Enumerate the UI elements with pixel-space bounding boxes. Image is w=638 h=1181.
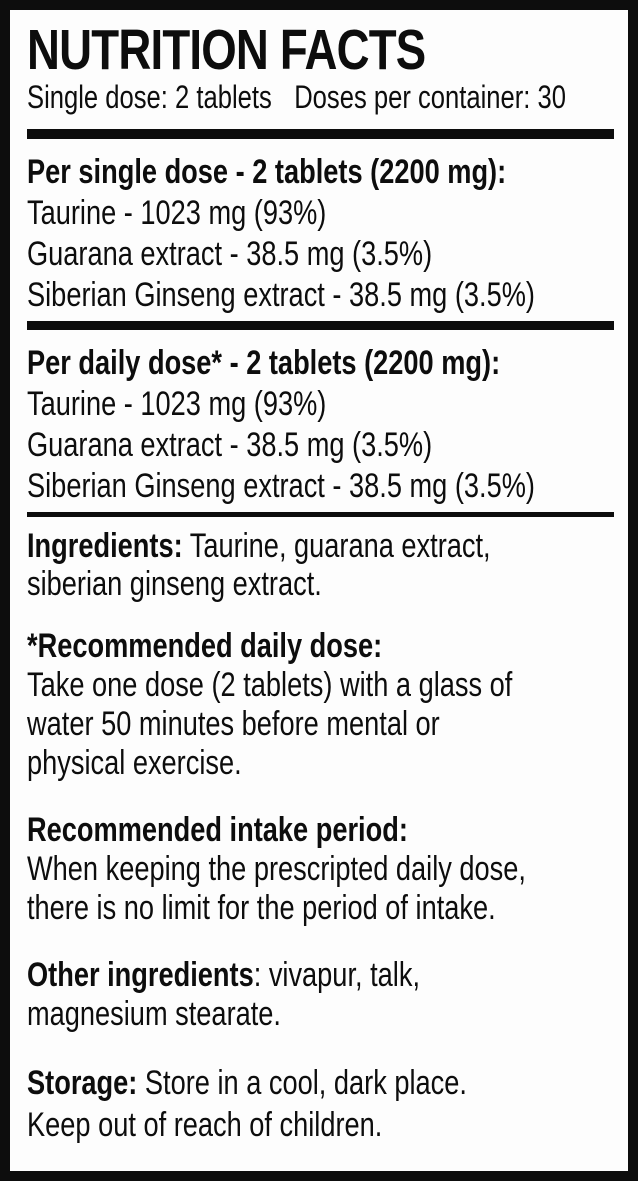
recommended-daily-dose-paragraph: *Recommended daily dose: Take one dose (… xyxy=(27,627,513,783)
per-daily-dose-heading: Per daily dose* - 2 tablets (2200 mg): xyxy=(27,344,501,382)
recommended-intake-period-line-1: When keeping the prescripted daily dose, xyxy=(27,850,526,888)
nutrient-row-guarana: Guarana extract - 38.5 mg (3.5%) xyxy=(27,426,433,464)
nutrient-row-taurine: Taurine - 1023 mg (93%) xyxy=(27,385,327,423)
doses-per-container-text: Doses per container: 30 xyxy=(294,79,566,115)
divider-thin xyxy=(27,512,614,517)
storage-line-2: Keep out of reach of children. xyxy=(27,1106,383,1144)
recommended-daily-dose-line-1: Take one dose (2 tablets) with a glass o… xyxy=(27,666,513,704)
recommended-intake-period-paragraph: Recommended intake period: When keeping … xyxy=(27,811,526,928)
divider-thick-middle xyxy=(27,321,614,330)
storage-text: Store in a cool, dark place. xyxy=(137,1064,467,1102)
per-daily-dose-section: Per daily dose* - 2 tablets (2200 mg): T… xyxy=(27,342,614,507)
nutrient-row-ginseng: Siberian Ginseng extract - 38.5 mg (3.5%… xyxy=(27,276,535,314)
divider-thick-top xyxy=(27,129,614,139)
other-ingredients-line-2: magnesium stearate. xyxy=(27,995,281,1033)
label-title: NUTRITION FACTS xyxy=(27,18,426,82)
per-single-dose-section: Per single dose - 2 tablets (2200 mg): T… xyxy=(27,151,614,316)
recommended-daily-dose-line-3: physical exercise. xyxy=(27,744,242,782)
other-ingredients-paragraph: Other ingredients: vivapur, talk, magnes… xyxy=(27,956,497,1034)
ingredients-line-2: siberian ginseng extract. xyxy=(27,565,322,603)
storage-paragraph: Storage: Store in a cool, dark place. Ke… xyxy=(27,1062,497,1146)
other-ingredients-text: : vivapur, talk, xyxy=(253,956,420,994)
ingredients-label: Ingredients: xyxy=(27,527,183,565)
ingredients-line-1: Ingredients: Taurine, guarana extract, xyxy=(27,527,497,565)
dose-info: Single dose: 2 tablets Doses per contain… xyxy=(27,79,566,116)
storage-line-1: Storage: Store in a cool, dark place. xyxy=(27,1062,497,1104)
nutrient-row-ginseng: Siberian Ginseng extract - 38.5 mg (3.5%… xyxy=(27,467,535,505)
nutrient-row-guarana: Guarana extract - 38.5 mg (3.5%) xyxy=(27,235,433,273)
label-content: NUTRITION FACTS Single dose: 2 tablets D… xyxy=(10,10,628,1171)
recommended-daily-dose-heading: *Recommended daily dose: xyxy=(27,627,383,665)
other-ingredients-line-1: Other ingredients: vivapur, talk, xyxy=(27,956,497,995)
ingredients-text: Taurine, guarana extract, xyxy=(182,527,491,565)
ingredients-paragraph: Ingredients: Taurine, guarana extract, s… xyxy=(27,527,497,603)
recommended-daily-dose-line-2: water 50 minutes before mental or xyxy=(27,705,440,743)
other-ingredients-label: Other ingredients xyxy=(27,956,254,994)
recommended-intake-period-heading: Recommended intake period: xyxy=(27,811,408,849)
storage-label: Storage: xyxy=(27,1064,138,1102)
single-dose-text: Single dose: 2 tablets xyxy=(27,79,272,115)
recommended-intake-period-line-2: there is no limit for the period of inta… xyxy=(27,889,496,927)
nutrient-row-taurine: Taurine - 1023 mg (93%) xyxy=(27,194,327,232)
per-single-dose-heading: Per single dose - 2 tablets (2200 mg): xyxy=(27,153,507,191)
